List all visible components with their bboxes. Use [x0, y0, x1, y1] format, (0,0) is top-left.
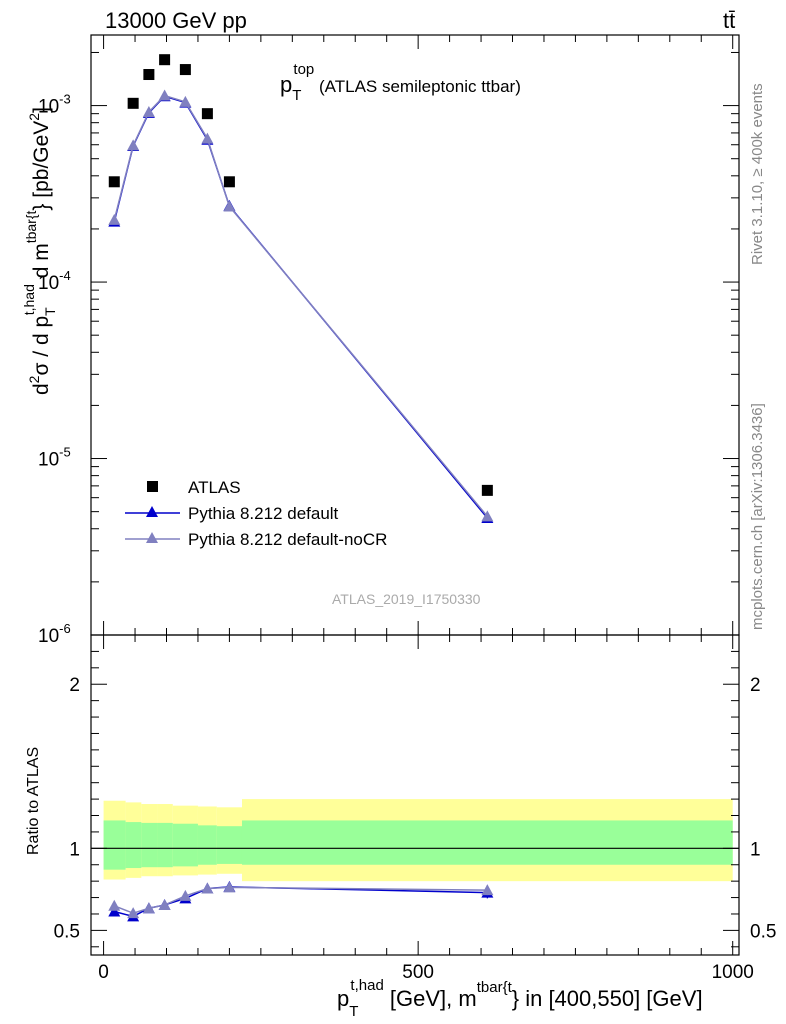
- ratio-point-2-2: [142, 902, 155, 914]
- legend-label-atlas: ATLAS: [188, 478, 241, 497]
- ratio-tick-label-right-2: 2: [750, 675, 761, 696]
- legend-marker-default: [146, 506, 158, 517]
- main-plot-series: [108, 54, 494, 524]
- ratio-band-inner-2: [141, 822, 158, 868]
- data-point-0-4: [179, 64, 191, 76]
- plot-title: pTtop (ATLAS semileptonic ttbar): [280, 61, 521, 104]
- data-point-0-7: [481, 484, 493, 496]
- legend-marker-nocr: [146, 532, 158, 543]
- ratio-tick-label-left-1: 1: [69, 839, 80, 860]
- ratio-point-2-3: [158, 898, 171, 910]
- series-line-1: [113, 95, 488, 519]
- ratio-point-2-0: [108, 899, 121, 911]
- y-tick-label-3: 10-5: [38, 445, 71, 471]
- data-point-0-1: [127, 97, 139, 109]
- x-tick-label-2: 1000: [712, 962, 754, 983]
- data-point-2-4: [179, 95, 192, 107]
- ratio-point-2-7: [481, 884, 494, 896]
- ratio-point-2-1: [127, 907, 140, 919]
- data-point-2-3: [158, 89, 171, 101]
- main-y-axis-label: d2σ / d pTt,had d mtbar{t} [pb/GeV2]: [21, 107, 58, 395]
- series-line-2: [113, 94, 488, 517]
- ratio-y-axis-label: Ratio to ATLAS: [25, 747, 42, 855]
- x-tick-label-1: 500: [402, 962, 434, 983]
- ratio-band-inner-3: [157, 822, 173, 868]
- ratio-point-1-0: [108, 905, 121, 917]
- ratio-tick-label-right-0: 0.5: [750, 921, 776, 942]
- data-point-2-0: [108, 213, 121, 225]
- ratio-band-inner-0: [103, 820, 126, 870]
- ratio-uncertainty-bands: [91, 799, 739, 882]
- data-point-2-5: [201, 132, 214, 144]
- ratio-band-inner-5: [197, 825, 217, 865]
- ratio-band-inner-1: [125, 822, 142, 869]
- ratio-point-2-4: [179, 889, 192, 901]
- x-axis-label: pTt,had [GeV], mtbar{t} in [400,550] [Ge…: [337, 977, 703, 1020]
- data-point-0-5: [201, 108, 213, 120]
- data-point-2-7: [481, 510, 494, 522]
- y-tick-label-1: 10-3: [38, 92, 71, 118]
- ratio-plot-frame: [90, 634, 740, 956]
- data-point-0-0: [108, 176, 120, 188]
- ratio-line-1: [114, 886, 488, 918]
- header-process: tt̄: [723, 8, 735, 33]
- ratio-band-inner-6: [216, 826, 242, 864]
- data-point-0-3: [159, 54, 171, 66]
- ratio-band-inner-7: [241, 820, 733, 865]
- ratio-band-inner-4: [172, 823, 198, 867]
- ratio-point-2-6: [223, 881, 236, 893]
- y-tick-label-2: 10-4: [38, 268, 71, 294]
- x-tick-label-0: 0: [98, 962, 109, 983]
- legend: ATLAS Pythia 8.212 default Pythia 8.212 …: [125, 478, 387, 549]
- legend-marker-atlas: [147, 481, 158, 492]
- data-point-0-2: [143, 69, 155, 81]
- data-point-2-1: [127, 139, 140, 151]
- ratio-tick-label-right-1: 1: [750, 839, 761, 860]
- data-point-2-2: [142, 105, 155, 117]
- ratio-plot-series: [108, 880, 494, 922]
- analysis-watermark: ATLAS_2019_I1750330: [332, 591, 481, 607]
- data-point-0-6: [223, 176, 235, 188]
- y-tick-label-4: 10-6: [38, 621, 71, 647]
- ratio-tick-label-left-0: 0.5: [54, 921, 80, 942]
- ratio-tick-label-left-2: 2: [69, 675, 80, 696]
- rivet-version-label: Rivet 3.1.10, ≥ 400k events: [749, 83, 766, 265]
- legend-label-default: Pythia 8.212 default: [188, 504, 339, 523]
- header-energy: 13000 GeV pp: [105, 8, 247, 33]
- mcplots-label: mcplots.cern.ch [arXiv:1306.3436]: [749, 403, 766, 630]
- data-point-2-6: [223, 200, 236, 212]
- ratio-point-2-5: [201, 882, 214, 894]
- legend-label-nocr: Pythia 8.212 default-noCR: [188, 530, 387, 549]
